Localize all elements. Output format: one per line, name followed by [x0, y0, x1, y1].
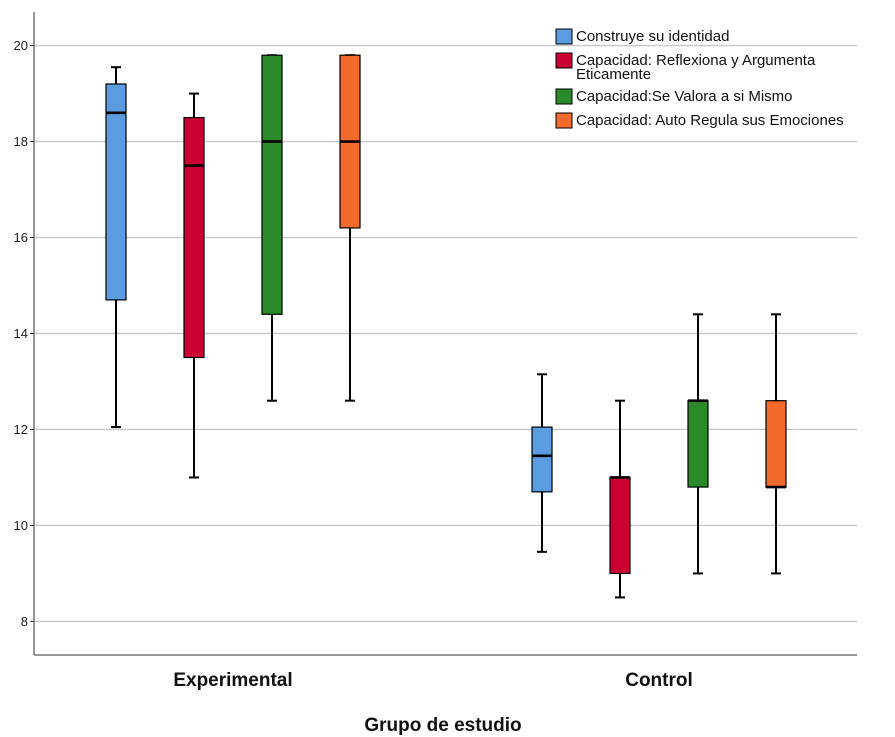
box-series	[105, 54, 787, 599]
box-1-experimental	[105, 66, 127, 429]
box-4-experimental	[339, 54, 361, 402]
iqr-box	[183, 116, 205, 359]
y-tick-label-10: 10	[14, 518, 28, 533]
legend-swatch	[555, 112, 573, 129]
y-axis-ticks: 8 10 12 14 16 18 20	[14, 38, 34, 629]
x-axis-title: Grupo de estudio	[364, 715, 521, 736]
legend-item-1: Construye su identidad	[555, 28, 729, 45]
legend-item-3: Capacidad:Se Valora a si Mismo	[555, 88, 793, 105]
y-tick-label-12: 12	[14, 422, 28, 437]
iqr-box	[687, 400, 709, 488]
iqr-box	[765, 400, 787, 488]
y-tick-label-8: 8	[21, 614, 28, 629]
iqr-box	[261, 54, 283, 315]
iqr-box	[609, 476, 631, 575]
legend: Construye su identidad Capacidad: Reflexi…	[555, 28, 844, 129]
legend-label: Capacidad:Se Valora a si Mismo	[576, 88, 793, 105]
legend-swatch	[555, 88, 573, 105]
legend-label: Construye su identidad	[576, 28, 729, 45]
box-3-experimental	[261, 54, 283, 402]
legend-swatch	[555, 52, 573, 69]
gridlines	[34, 44, 857, 623]
legend-item-4: Capacidad: Auto Regula sus Emociones	[555, 112, 844, 129]
legend-label: Capacidad: Reflexiona y Argumenta	[576, 52, 816, 69]
y-tick-label-14: 14	[14, 326, 28, 341]
y-tick-label-16: 16	[14, 230, 28, 245]
box-2-experimental	[183, 92, 205, 479]
box-4-control	[765, 313, 787, 575]
x-category-label-experimental: Experimental	[173, 670, 292, 691]
x-category-label-control: Control	[625, 670, 693, 691]
legend-label: Capacidad: Auto Regula sus Emociones	[576, 112, 844, 129]
legend-label: Eticamente	[576, 66, 651, 83]
box-3-control	[687, 313, 709, 575]
box-1-control	[531, 373, 553, 553]
legend-item-2: Capacidad: Reflexiona y ArgumentaEticame…	[555, 52, 816, 83]
x-axis-categories: Experimental Control	[173, 670, 692, 691]
legend-swatch	[555, 28, 573, 45]
iqr-box	[531, 426, 553, 493]
box-2-control	[609, 399, 631, 599]
y-tick-label-18: 18	[14, 134, 28, 149]
iqr-box	[105, 83, 127, 301]
y-tick-label-20: 20	[14, 38, 28, 53]
